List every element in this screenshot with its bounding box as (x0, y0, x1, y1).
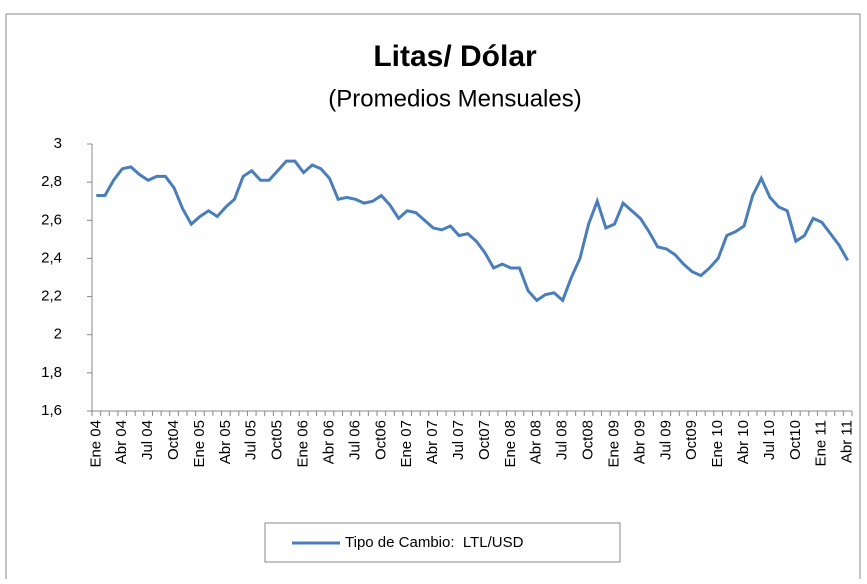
x-tick-label: Abr 05 (217, 420, 234, 464)
x-tick-label: Ene 06 (295, 420, 312, 468)
x-tick-label: Ene 05 (191, 420, 208, 468)
x-tick-label: Abr 08 (528, 420, 545, 464)
x-tick-label: Jul 06 (346, 420, 363, 460)
x-tick-label: Ene 10 (709, 420, 726, 468)
y-tick-label: 2,6 (41, 211, 62, 228)
x-tick-label: Jul 04 (139, 420, 156, 460)
y-tick-label: 1,6 (41, 402, 62, 419)
x-tick-label: Abr 11 (839, 420, 856, 463)
y-tick-label: 1,8 (41, 364, 62, 381)
y-tick-label: 2,4 (41, 249, 62, 266)
x-tick-label: Oct06 (372, 420, 389, 460)
x-tick-label: Ene 09 (605, 420, 622, 468)
x-tick-label: Oct05 (269, 420, 286, 460)
x-tick-label: Abr 09 (631, 420, 648, 464)
x-tick-label: Oct09 (683, 420, 700, 460)
x-tick-label: Oct04 (165, 420, 182, 460)
x-tick-label: Ene 04 (87, 420, 104, 468)
line-series (96, 159, 849, 303)
x-tick-label: Ene 11 (813, 420, 830, 466)
x-tick-label: Abr 04 (113, 420, 130, 464)
x-tick-label: Abr 07 (424, 420, 441, 464)
chart-subtitle: (Promedios Mensuales) (328, 85, 581, 112)
x-tick-label: Abr 10 (735, 420, 752, 464)
y-tick-label: 3 (54, 135, 62, 152)
chart-title: Litas/ Dólar (373, 40, 537, 73)
x-tick-label: Ene 07 (398, 420, 415, 468)
x-tick-label: Oct07 (476, 420, 493, 460)
x-tick-label: Jul 10 (761, 420, 778, 460)
y-tick-label: 2,8 (41, 173, 62, 190)
chart-border (5, 13, 861, 584)
x-tick-label: Jul 05 (243, 420, 260, 460)
x-tick-label: Jul 07 (450, 420, 467, 460)
x-tick-label: Jul 08 (554, 420, 571, 460)
x-tick-label: Abr 06 (320, 420, 337, 464)
y-tick-label: 2,2 (41, 288, 62, 305)
x-tick-label: Jul 09 (657, 420, 674, 460)
x-tick-label: Oct08 (580, 420, 597, 460)
x-tick-label: Ene 08 (502, 420, 519, 468)
y-tick-label: 2 (54, 326, 62, 343)
x-tick-label: Oct10 (787, 420, 804, 460)
legend-label: Tipo de Cambio: LTL/USD (345, 534, 524, 551)
